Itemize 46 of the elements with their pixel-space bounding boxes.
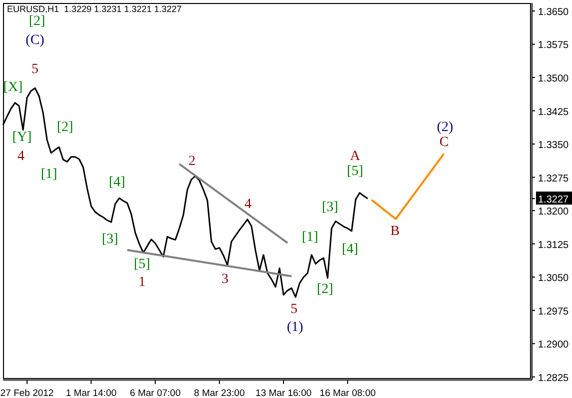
annotation: (2)	[436, 120, 454, 135]
annotation: 3	[222, 272, 228, 287]
annotation: C	[439, 135, 449, 150]
annotation: 5	[32, 62, 38, 77]
annotation: [2]	[56, 120, 74, 135]
annotation: [5]	[134, 257, 150, 272]
annotation: [3]	[322, 200, 338, 215]
y-tick-label: 1.3500	[538, 74, 570, 85]
y-tick-label: 1.3650	[538, 6, 570, 18]
x-tick-label: 6 Mar 07:00	[130, 388, 181, 398]
y-tick-label: 1.3050	[538, 273, 570, 284]
y-tick-label: 1.3275	[538, 173, 570, 184]
x-tick-label: 16 Mar 08:00	[320, 388, 376, 398]
x-tick-label: 13 Mar 16:00	[256, 388, 312, 398]
y-tick-label: 1.3125	[538, 240, 570, 251]
y-tick-label: 1.2825	[538, 372, 570, 384]
annotation: [X]	[3, 80, 23, 95]
y-tick-label: 1.3575	[538, 40, 570, 52]
annotation: [1]	[40, 167, 58, 182]
y-tick-label: 1.3350	[538, 140, 570, 152]
x-tick-label: 27 Feb 2012	[0, 388, 54, 398]
annotation: [3]	[102, 232, 118, 247]
y-tick-label: 1.3227	[538, 194, 570, 206]
annotation: A	[350, 149, 360, 164]
annotation: 1	[138, 275, 146, 290]
x-tick-label: 8 Mar 23:00	[194, 388, 245, 398]
y-tick-label: 1.2975	[538, 306, 570, 318]
annotation: (C)	[26, 33, 44, 48]
annotation: 4	[244, 197, 252, 212]
y-tick-label: 1.2900	[538, 340, 570, 351]
y-tick-label: 1.3200	[538, 206, 570, 218]
y-tick-label: 1.3425	[538, 106, 570, 118]
annotation: [5]	[346, 164, 364, 179]
x-tick-label: 1 Mar 14:00	[66, 388, 117, 398]
annotation: B	[390, 224, 400, 239]
annotation: 5	[290, 302, 298, 317]
annotation: [4]	[108, 175, 126, 190]
chart-title: EURUSD,H1 1.3229 1.3231 1.3221 1.3227	[7, 4, 182, 14]
annotation: [4]	[342, 242, 358, 257]
annotation: [1]	[302, 230, 318, 245]
annotation: [2]	[28, 14, 46, 29]
annotation: [Y]	[12, 130, 32, 145]
annotation: 2	[188, 154, 196, 169]
annotation: (1)	[286, 320, 304, 335]
annotation: 4	[18, 149, 24, 164]
annotation: [2]	[316, 282, 334, 297]
